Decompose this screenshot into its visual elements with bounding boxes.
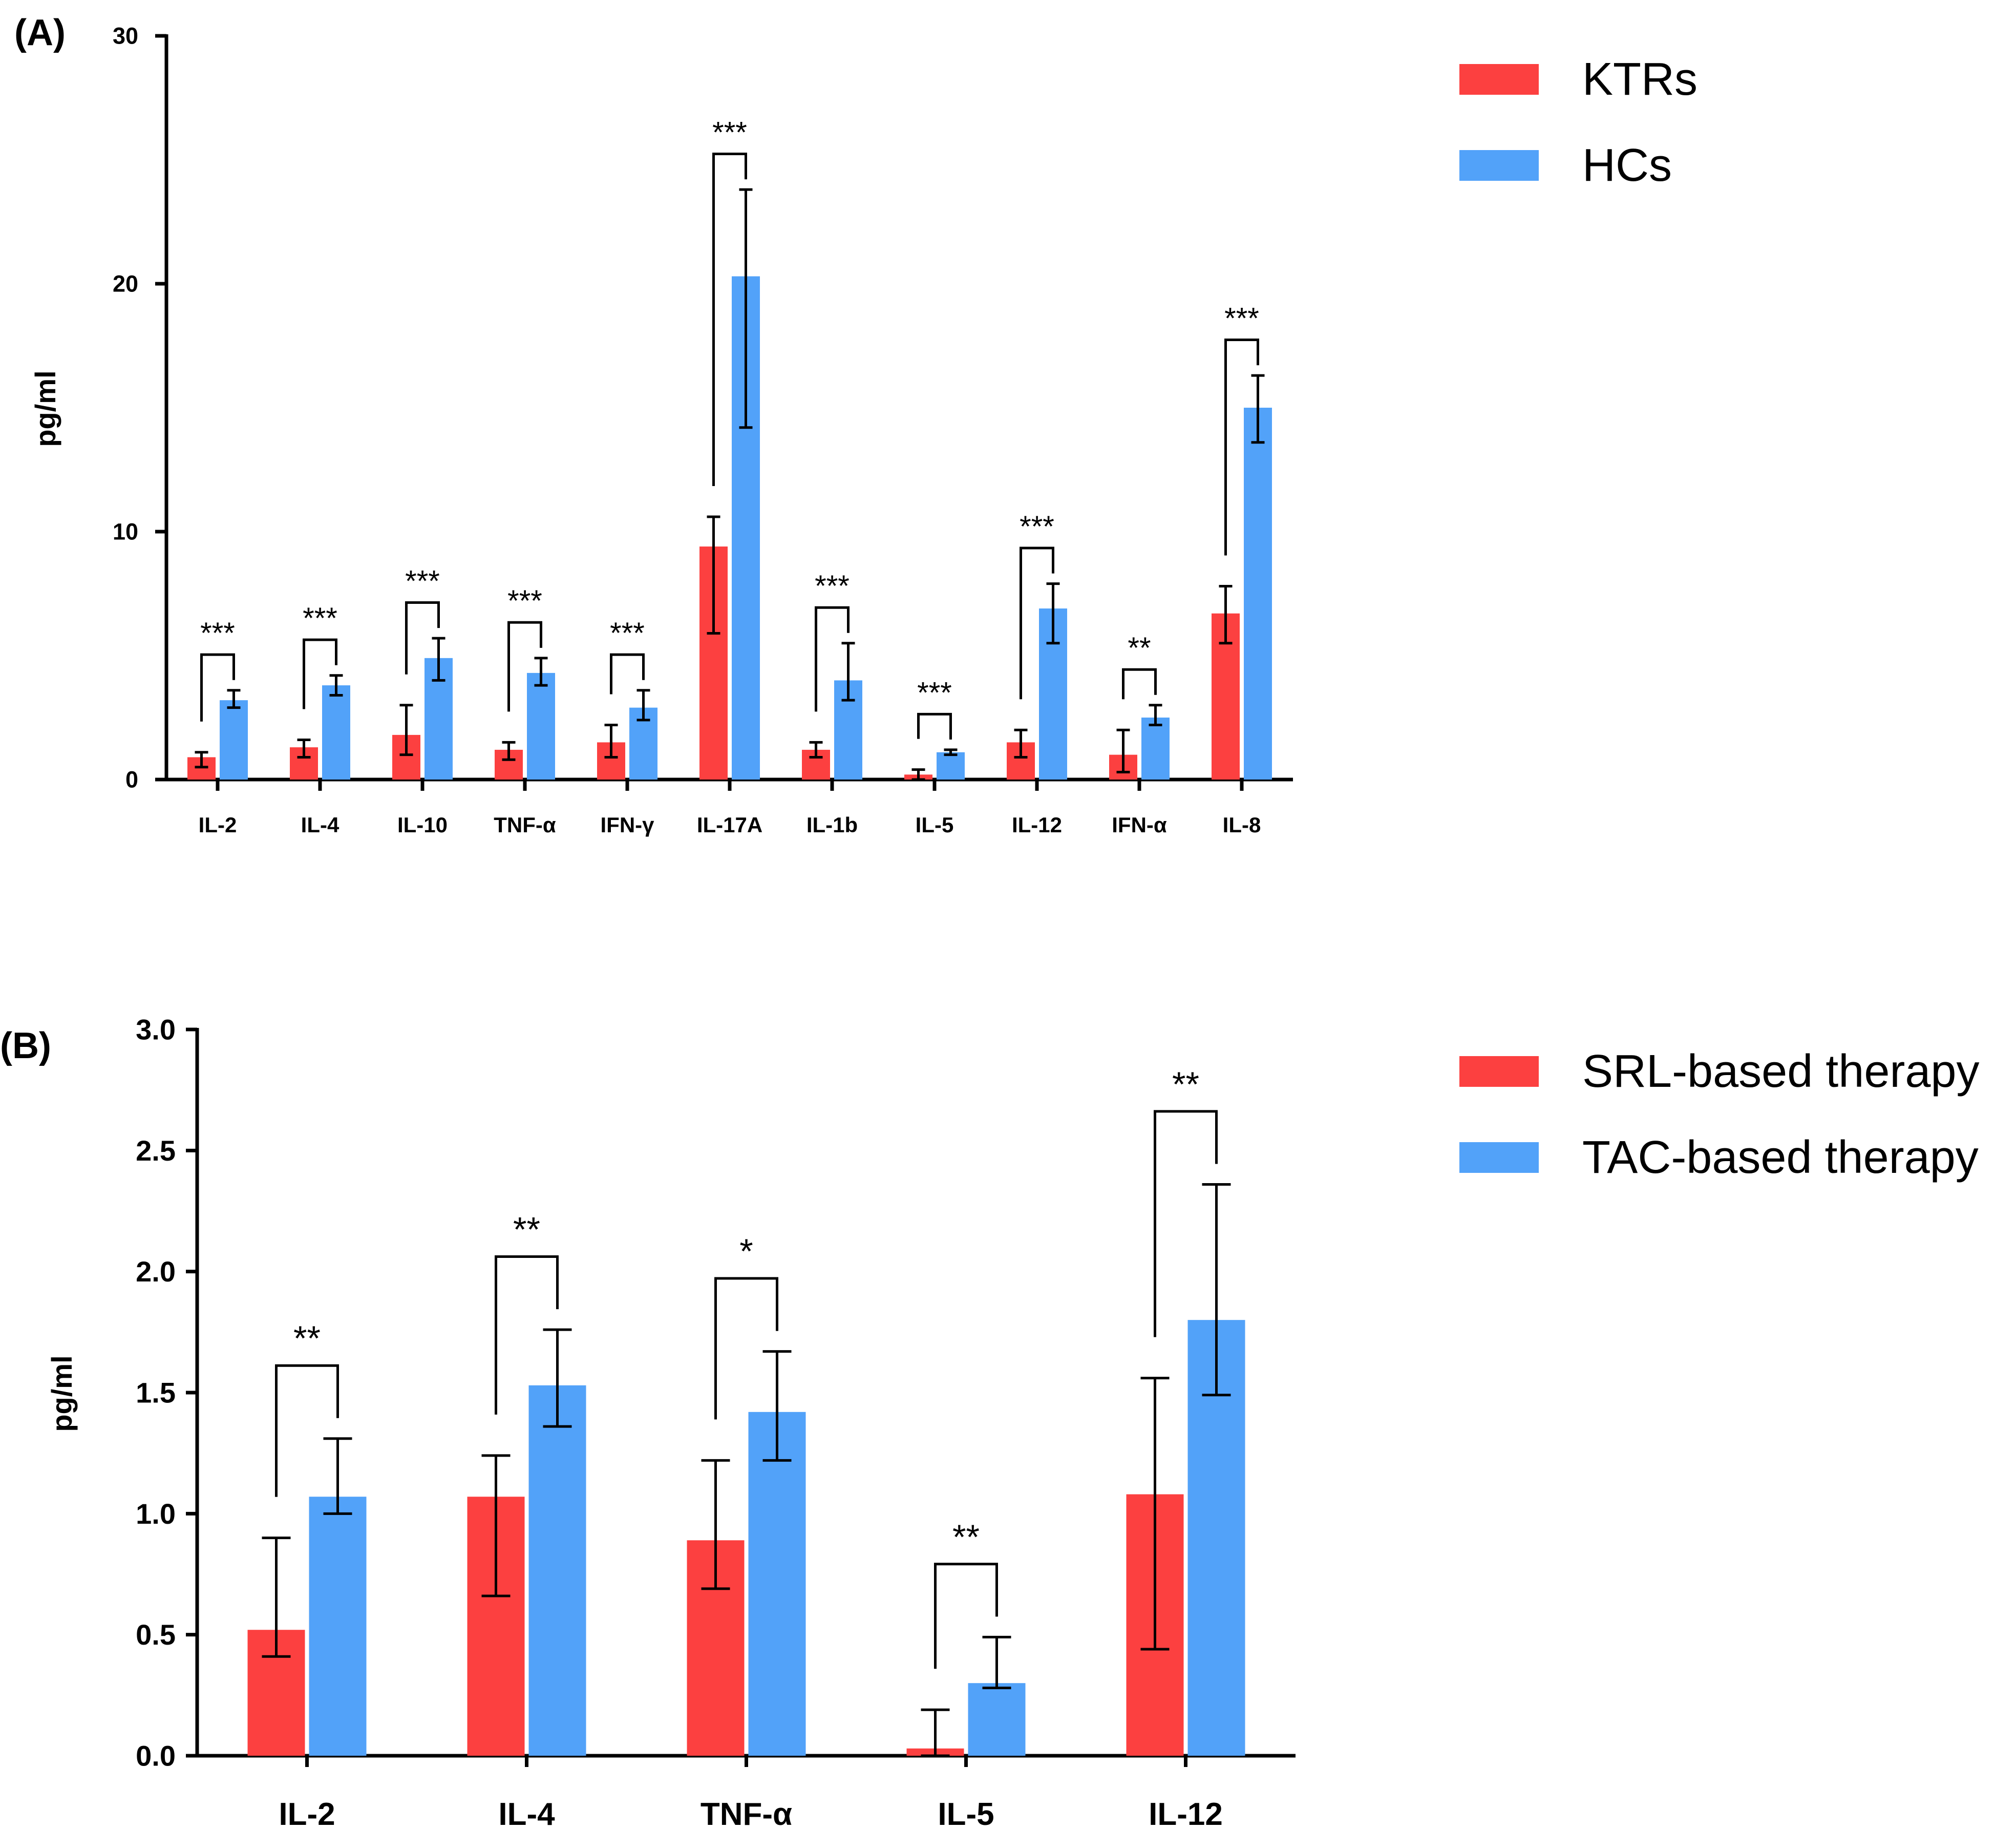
y-tick-label: 3.0 (136, 1014, 176, 1046)
category-label: IL-4 (301, 813, 339, 837)
category-label: IL-8 (1223, 813, 1261, 837)
category-label: IL-17A (697, 813, 762, 837)
significance-label: *** (917, 676, 952, 709)
category-label: IL-2 (279, 1797, 335, 1827)
legend-swatch (1459, 150, 1539, 181)
significance-label: *** (1224, 302, 1259, 335)
significance-label: *** (200, 617, 235, 650)
category-label: TNF-α (494, 813, 556, 837)
significance-bracket (495, 1255, 559, 1415)
bar (220, 700, 248, 780)
significance-label: * (739, 1232, 753, 1271)
legend-swatch (1459, 64, 1539, 95)
category-label: IL-5 (916, 813, 954, 837)
significance-label: *** (610, 617, 645, 650)
significance-bracket (200, 653, 235, 722)
panel-label: (B) (0, 1025, 51, 1066)
y-tick-label: 2.5 (136, 1134, 176, 1167)
significance-bracket (303, 638, 337, 709)
significance-bracket (507, 621, 542, 712)
legend-swatch (1459, 1056, 1539, 1087)
legend-label: SRL-based therapy (1582, 1046, 1979, 1097)
category-label: IL-12 (1012, 813, 1062, 837)
bar (748, 1412, 806, 1756)
bar (1141, 718, 1170, 780)
category-label: IL-1b (807, 813, 858, 837)
significance-label: *** (405, 565, 440, 598)
y-tick-label: 1.0 (136, 1498, 176, 1530)
legend-label: KTRs (1582, 54, 1697, 105)
bar (309, 1497, 367, 1756)
category-label: IL-10 (397, 813, 448, 837)
legend-label: HCs (1582, 140, 1672, 191)
significance-bracket (714, 1277, 778, 1420)
y-axis-label: pg/ml (46, 1355, 78, 1432)
y-tick-label: 30 (113, 23, 138, 49)
y-tick-label: 10 (113, 519, 138, 545)
y-tick-label: 20 (113, 271, 138, 297)
significance-label: *** (815, 570, 850, 603)
significance-bracket (917, 712, 952, 740)
bar (1244, 408, 1272, 780)
legend-swatch (1459, 1142, 1539, 1173)
significance-label: ** (513, 1210, 540, 1249)
y-tick-label: 2.0 (136, 1255, 176, 1288)
significance-bracket (815, 606, 850, 712)
significance-bracket (610, 653, 645, 695)
significance-bracket (405, 601, 440, 675)
significance-bracket (1154, 1110, 1218, 1337)
significance-bracket (1122, 668, 1157, 700)
significance-bracket (1224, 338, 1259, 556)
y-axis-label: pg/ml (29, 370, 61, 447)
significance-label: ** (293, 1319, 321, 1358)
significance-bracket (275, 1364, 339, 1497)
significance-label: *** (507, 584, 542, 618)
panel-a: (A)pg/ml0102030***IL-2***IL-4***IL-10***… (14, 12, 1697, 837)
y-tick-label: 0 (125, 767, 138, 793)
category-label: IFN-γ (601, 813, 655, 837)
significance-bracket (712, 152, 747, 486)
bar (968, 1683, 1026, 1756)
significance-label: *** (712, 116, 747, 149)
category-label: IL-12 (1149, 1797, 1223, 1827)
significance-label: *** (1020, 510, 1054, 543)
panel-b: (B) pg/ml 0.0 0.5 1.0 1.5 2.0 2.5 3.0 ** IL-2 ** IL-… (0, 1014, 1979, 1830)
legend-label: TAC-based therapy (1582, 1132, 1979, 1183)
category-label: IL-5 (938, 1797, 994, 1827)
y-tick-label: 0.5 (136, 1618, 176, 1651)
significance-label: *** (303, 602, 337, 635)
significance-label: ** (952, 1518, 980, 1556)
bar (527, 672, 555, 780)
bar (937, 752, 965, 780)
significance-label: ** (1172, 1065, 1199, 1104)
y-tick-label: 1.5 (136, 1377, 176, 1409)
category-label: IL-2 (199, 813, 237, 837)
category-label: IFN-α (1112, 813, 1167, 837)
bar (322, 685, 350, 780)
y-tick-label: 0.0 (136, 1740, 176, 1772)
significance-bracket (1020, 546, 1054, 700)
panel-label: (A) (14, 12, 66, 53)
bar (528, 1385, 586, 1756)
significance-bracket (934, 1563, 998, 1669)
category-label: TNF-α (701, 1797, 792, 1827)
category-label: IL-4 (498, 1797, 555, 1827)
significance-label: ** (1128, 632, 1151, 665)
